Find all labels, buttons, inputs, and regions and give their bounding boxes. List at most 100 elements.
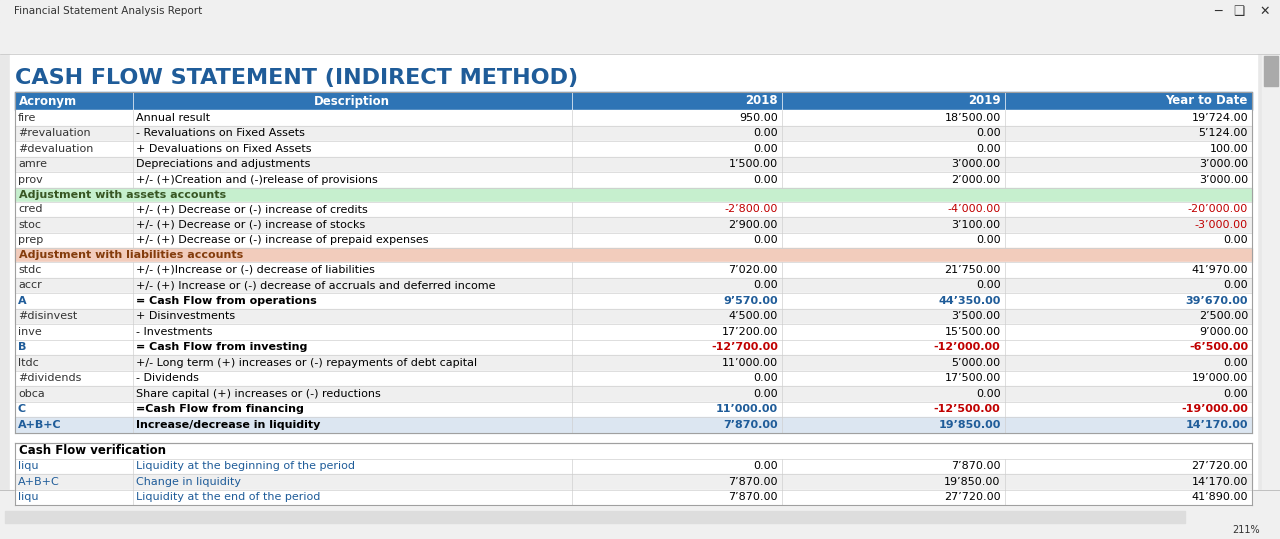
Text: 11’000.00: 11’000.00: [716, 404, 778, 414]
Text: 2018: 2018: [745, 94, 778, 107]
Bar: [15, 278, 1252, 293]
Text: =Cash Flow from financing: =Cash Flow from financing: [136, 404, 303, 414]
Text: stoc: stoc: [18, 220, 41, 230]
Text: 17’200.00: 17’200.00: [722, 327, 778, 337]
Text: 3’500.00: 3’500.00: [951, 311, 1001, 321]
Text: 21’750.00: 21’750.00: [945, 265, 1001, 275]
Text: Acronym: Acronym: [19, 94, 77, 107]
Text: ✕: ✕: [1260, 4, 1270, 17]
Text: 5’124.00: 5’124.00: [1198, 128, 1248, 138]
Text: Increase/decrease in liquidity: Increase/decrease in liquidity: [136, 420, 320, 430]
Text: 0.00: 0.00: [754, 128, 778, 138]
Text: +/- (+) Increase or (-) decrease of accruals and deferred income: +/- (+) Increase or (-) decrease of accr…: [136, 280, 495, 290]
Text: fire: fire: [18, 113, 36, 123]
Text: #revaluation: #revaluation: [18, 128, 91, 138]
Text: - Revaluations on Fixed Assets: - Revaluations on Fixed Assets: [136, 128, 305, 138]
Text: 0.00: 0.00: [1224, 389, 1248, 399]
Text: stdc: stdc: [18, 265, 41, 275]
Text: 100.00: 100.00: [1210, 144, 1248, 154]
Text: -19’000.00: -19’000.00: [1181, 404, 1248, 414]
Text: -6’500.00: -6’500.00: [1189, 342, 1248, 353]
Bar: [15, 156, 1252, 172]
Text: 0.00: 0.00: [754, 461, 778, 471]
Text: 0.00: 0.00: [975, 144, 1001, 154]
Text: #devaluation: #devaluation: [18, 144, 93, 154]
Text: -3’000.00: -3’000.00: [1194, 220, 1248, 230]
Text: +/- (+)Creation and (-)release of provisions: +/- (+)Creation and (-)release of provis…: [136, 175, 378, 185]
Bar: [15, 110, 1252, 126]
Text: 17’500.00: 17’500.00: [945, 373, 1001, 383]
Bar: [15, 217, 1252, 232]
Bar: [15, 232, 1252, 248]
Bar: [5, 511, 1185, 523]
Text: 7’870.00: 7’870.00: [728, 477, 778, 487]
Text: cred: cred: [18, 204, 42, 214]
Bar: [15, 172, 1252, 188]
Text: A: A: [18, 296, 27, 306]
Text: 950.00: 950.00: [739, 113, 778, 123]
Text: accr: accr: [18, 280, 42, 290]
Text: prep: prep: [18, 235, 44, 245]
Text: 2’500.00: 2’500.00: [1199, 311, 1248, 321]
Text: 3’100.00: 3’100.00: [951, 220, 1001, 230]
Text: 211%: 211%: [1233, 525, 1260, 535]
Text: -12’700.00: -12’700.00: [712, 342, 778, 353]
Text: 3’000.00: 3’000.00: [1199, 159, 1248, 169]
Text: Annual result: Annual result: [136, 113, 210, 123]
Text: +/- Long term (+) increases or (-) repayments of debt capital: +/- Long term (+) increases or (-) repay…: [136, 358, 476, 368]
Text: 9’000.00: 9’000.00: [1199, 327, 1248, 337]
Bar: [15, 370, 1252, 386]
Text: C: C: [18, 404, 26, 414]
Text: +/- (+) Decrease or (-) increase of prepaid expenses: +/- (+) Decrease or (-) increase of prep…: [136, 235, 428, 245]
Text: Adjustment with assets accounts: Adjustment with assets accounts: [19, 190, 227, 199]
Text: +/- (+)Increase or (-) decrease of liabilities: +/- (+)Increase or (-) decrease of liabi…: [136, 265, 374, 275]
Text: 2’900.00: 2’900.00: [728, 220, 778, 230]
Text: 7’870.00: 7’870.00: [728, 492, 778, 502]
Text: = Cash Flow from operations: = Cash Flow from operations: [136, 296, 316, 306]
Bar: [15, 126, 1252, 141]
Text: 5’000.00: 5’000.00: [951, 358, 1001, 368]
Text: -12’000.00: -12’000.00: [934, 342, 1001, 353]
Text: -2’800.00: -2’800.00: [724, 204, 778, 214]
Text: A+B+C: A+B+C: [18, 420, 61, 430]
Text: 0.00: 0.00: [975, 389, 1001, 399]
Bar: [15, 324, 1252, 340]
Bar: [15, 355, 1252, 370]
Text: 0.00: 0.00: [754, 373, 778, 383]
Text: obca: obca: [18, 389, 45, 399]
Text: #dividends: #dividends: [18, 373, 82, 383]
Text: inve: inve: [18, 327, 42, 337]
Text: 11’000.00: 11’000.00: [722, 358, 778, 368]
Bar: [15, 443, 1252, 459]
Text: 7’870.00: 7’870.00: [723, 420, 778, 430]
Bar: [1262, 54, 1280, 490]
Bar: [1265, 56, 1277, 86]
Text: Share capital (+) increases or (-) reductions: Share capital (+) increases or (-) reduc…: [136, 389, 380, 399]
Bar: [15, 459, 1252, 474]
Text: 39’670.00: 39’670.00: [1185, 296, 1248, 306]
Text: 1’500.00: 1’500.00: [728, 159, 778, 169]
Text: -4’000.00: -4’000.00: [947, 204, 1001, 214]
Text: 0.00: 0.00: [975, 280, 1001, 290]
Text: 2’000.00: 2’000.00: [951, 175, 1001, 185]
Bar: [15, 92, 1252, 110]
Text: 0.00: 0.00: [754, 280, 778, 290]
Text: 2019: 2019: [968, 94, 1001, 107]
Text: Liquidity at the end of the period: Liquidity at the end of the period: [136, 492, 320, 502]
Text: Change in liquidity: Change in liquidity: [136, 477, 241, 487]
Text: 0.00: 0.00: [1224, 358, 1248, 368]
Text: 0.00: 0.00: [754, 389, 778, 399]
Bar: [15, 474, 1252, 489]
Bar: [0, 0, 1280, 22]
Text: Adjustment with liabilities accounts: Adjustment with liabilities accounts: [19, 250, 243, 260]
Bar: [15, 141, 1252, 156]
Text: ─: ─: [1215, 4, 1222, 17]
Text: 14’170.00: 14’170.00: [1192, 477, 1248, 487]
Text: 9’570.00: 9’570.00: [723, 296, 778, 306]
Bar: [0, 490, 1280, 539]
Bar: [15, 308, 1252, 324]
Text: liqu: liqu: [18, 461, 38, 471]
Text: ❑: ❑: [1234, 4, 1245, 17]
Text: 14’170.00: 14’170.00: [1185, 420, 1248, 430]
Text: 19’850.00: 19’850.00: [938, 420, 1001, 430]
